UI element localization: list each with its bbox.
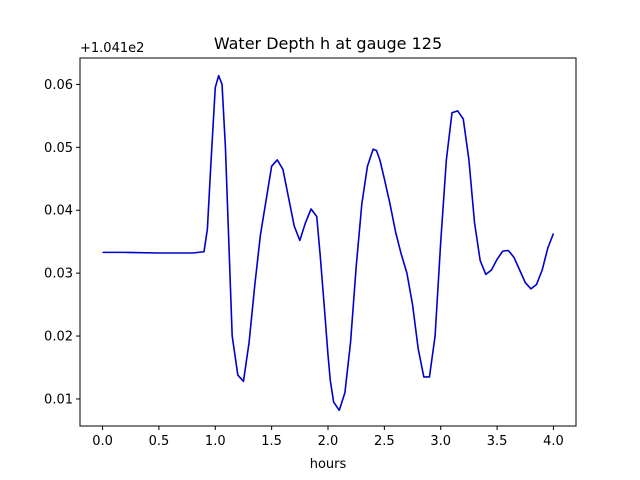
x-tick-label: 0.0 [92,434,113,449]
y-tick-label: 0.02 [44,330,73,345]
y-tick-label: 0.05 [44,141,73,156]
y-tick-label: 0.01 [44,392,73,407]
y-tick-label: 0.04 [44,204,73,219]
chart-title: Water Depth h at gauge 125 [214,34,442,53]
ticks-layer: 0.0 0.5 1.0 1.5 2.0 2.5 3.0 3.5 4.0 0.01 0.02 0.03 0… [44,78,564,449]
x-tick-label: 3.0 [430,434,451,449]
x-axis-label: hours [310,457,347,472]
x-tick-label: 1.5 [261,434,282,449]
y-tick-label: 0.03 [44,267,73,282]
plot-frame [79,57,577,427]
x-tick-label: 4.0 [543,434,564,449]
series-line-0 [102,74,555,412]
x-tick-label: 1.0 [205,434,226,449]
y-tick-label: 0.06 [44,78,73,93]
x-tick-label: 3.5 [487,434,508,449]
x-tick-label: 2.0 [318,434,339,449]
y-offset-label: +1.041e2 [80,41,144,56]
series-layer [102,74,555,412]
x-tick-label: 0.5 [149,434,170,449]
x-tick-label: 2.5 [374,434,395,449]
